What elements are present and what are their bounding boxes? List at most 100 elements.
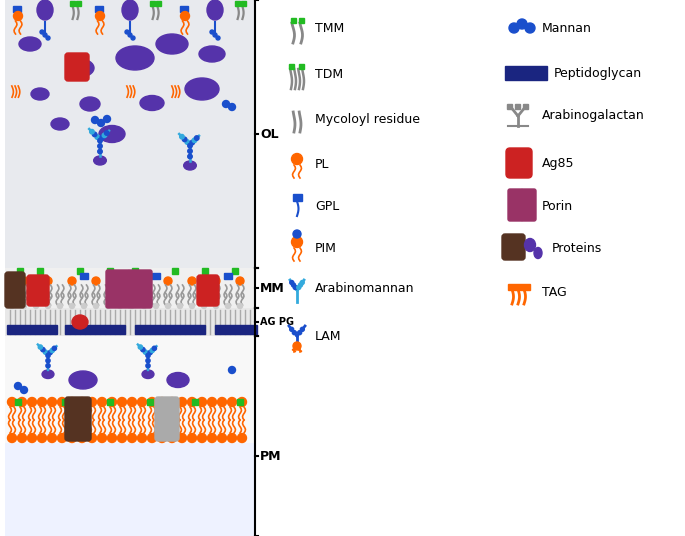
Ellipse shape [236,277,244,285]
Ellipse shape [201,303,206,309]
Ellipse shape [92,132,97,137]
Ellipse shape [58,434,66,443]
Ellipse shape [292,331,297,334]
Bar [180,6,188,12]
Bar [152,273,160,279]
Ellipse shape [167,373,189,388]
Ellipse shape [47,434,56,443]
Ellipse shape [40,30,44,34]
Ellipse shape [525,23,535,33]
Ellipse shape [77,398,86,406]
Text: GPL: GPL [315,199,339,212]
Ellipse shape [98,144,102,148]
Ellipse shape [122,0,138,20]
Bar [215,325,257,334]
Ellipse shape [148,351,152,355]
Ellipse shape [47,398,56,406]
FancyBboxPatch shape [197,275,219,306]
Ellipse shape [166,303,171,309]
Ellipse shape [38,398,47,406]
Bar [299,64,304,69]
Bar [289,64,294,69]
Ellipse shape [27,398,36,406]
Ellipse shape [82,303,86,309]
Ellipse shape [153,303,158,309]
Ellipse shape [97,398,106,406]
Ellipse shape [27,434,36,443]
Text: PL: PL [315,158,329,170]
Ellipse shape [20,277,28,285]
Ellipse shape [100,135,105,140]
Ellipse shape [292,283,295,287]
Ellipse shape [142,303,147,309]
Ellipse shape [108,398,116,406]
Ellipse shape [188,398,197,406]
Ellipse shape [118,398,127,406]
Ellipse shape [238,303,242,309]
Bar [172,268,178,274]
Ellipse shape [72,315,88,329]
Bar [232,268,238,274]
Ellipse shape [227,434,236,443]
Ellipse shape [158,398,166,406]
Ellipse shape [216,36,220,40]
Bar [132,268,138,274]
Ellipse shape [8,398,16,406]
Ellipse shape [138,434,147,443]
Ellipse shape [48,351,52,355]
Bar [147,399,153,405]
Ellipse shape [43,33,47,37]
Ellipse shape [238,398,247,406]
Text: Ag85: Ag85 [542,158,575,170]
Text: TDM: TDM [315,68,343,80]
Ellipse shape [105,131,109,135]
Ellipse shape [197,398,206,406]
Bar [80,273,88,279]
FancyBboxPatch shape [106,270,130,308]
FancyBboxPatch shape [521,189,536,221]
Ellipse shape [141,347,145,352]
Ellipse shape [8,434,16,443]
Bar [5,0,255,268]
Ellipse shape [38,434,47,443]
Bar [523,104,528,109]
Ellipse shape [88,434,97,443]
Ellipse shape [168,398,177,406]
Ellipse shape [152,346,156,351]
Text: PIM: PIM [315,242,337,255]
Ellipse shape [150,348,154,353]
Ellipse shape [41,347,45,352]
FancyBboxPatch shape [155,397,179,441]
Ellipse shape [147,398,156,406]
Bar [107,399,113,405]
Ellipse shape [177,398,186,406]
Ellipse shape [42,370,54,378]
Ellipse shape [292,236,303,248]
Ellipse shape [21,386,27,393]
Text: Mycoloyl residue: Mycoloyl residue [315,114,420,126]
Ellipse shape [223,101,229,108]
Ellipse shape [238,434,247,443]
Ellipse shape [98,149,102,154]
Text: LAM: LAM [315,330,342,343]
Ellipse shape [142,370,154,378]
Ellipse shape [116,46,154,70]
Ellipse shape [509,23,519,33]
Bar [8,273,16,279]
Ellipse shape [51,118,69,130]
FancyBboxPatch shape [65,397,91,441]
Ellipse shape [140,277,148,285]
Ellipse shape [52,346,56,351]
Bar [17,268,23,274]
Ellipse shape [131,36,135,40]
Ellipse shape [190,303,195,309]
FancyBboxPatch shape [5,272,25,308]
Ellipse shape [213,33,217,37]
Ellipse shape [218,434,227,443]
Ellipse shape [127,398,136,406]
Ellipse shape [292,153,303,165]
Ellipse shape [38,345,42,349]
Ellipse shape [229,367,236,374]
Ellipse shape [140,95,164,110]
Ellipse shape [99,125,125,143]
